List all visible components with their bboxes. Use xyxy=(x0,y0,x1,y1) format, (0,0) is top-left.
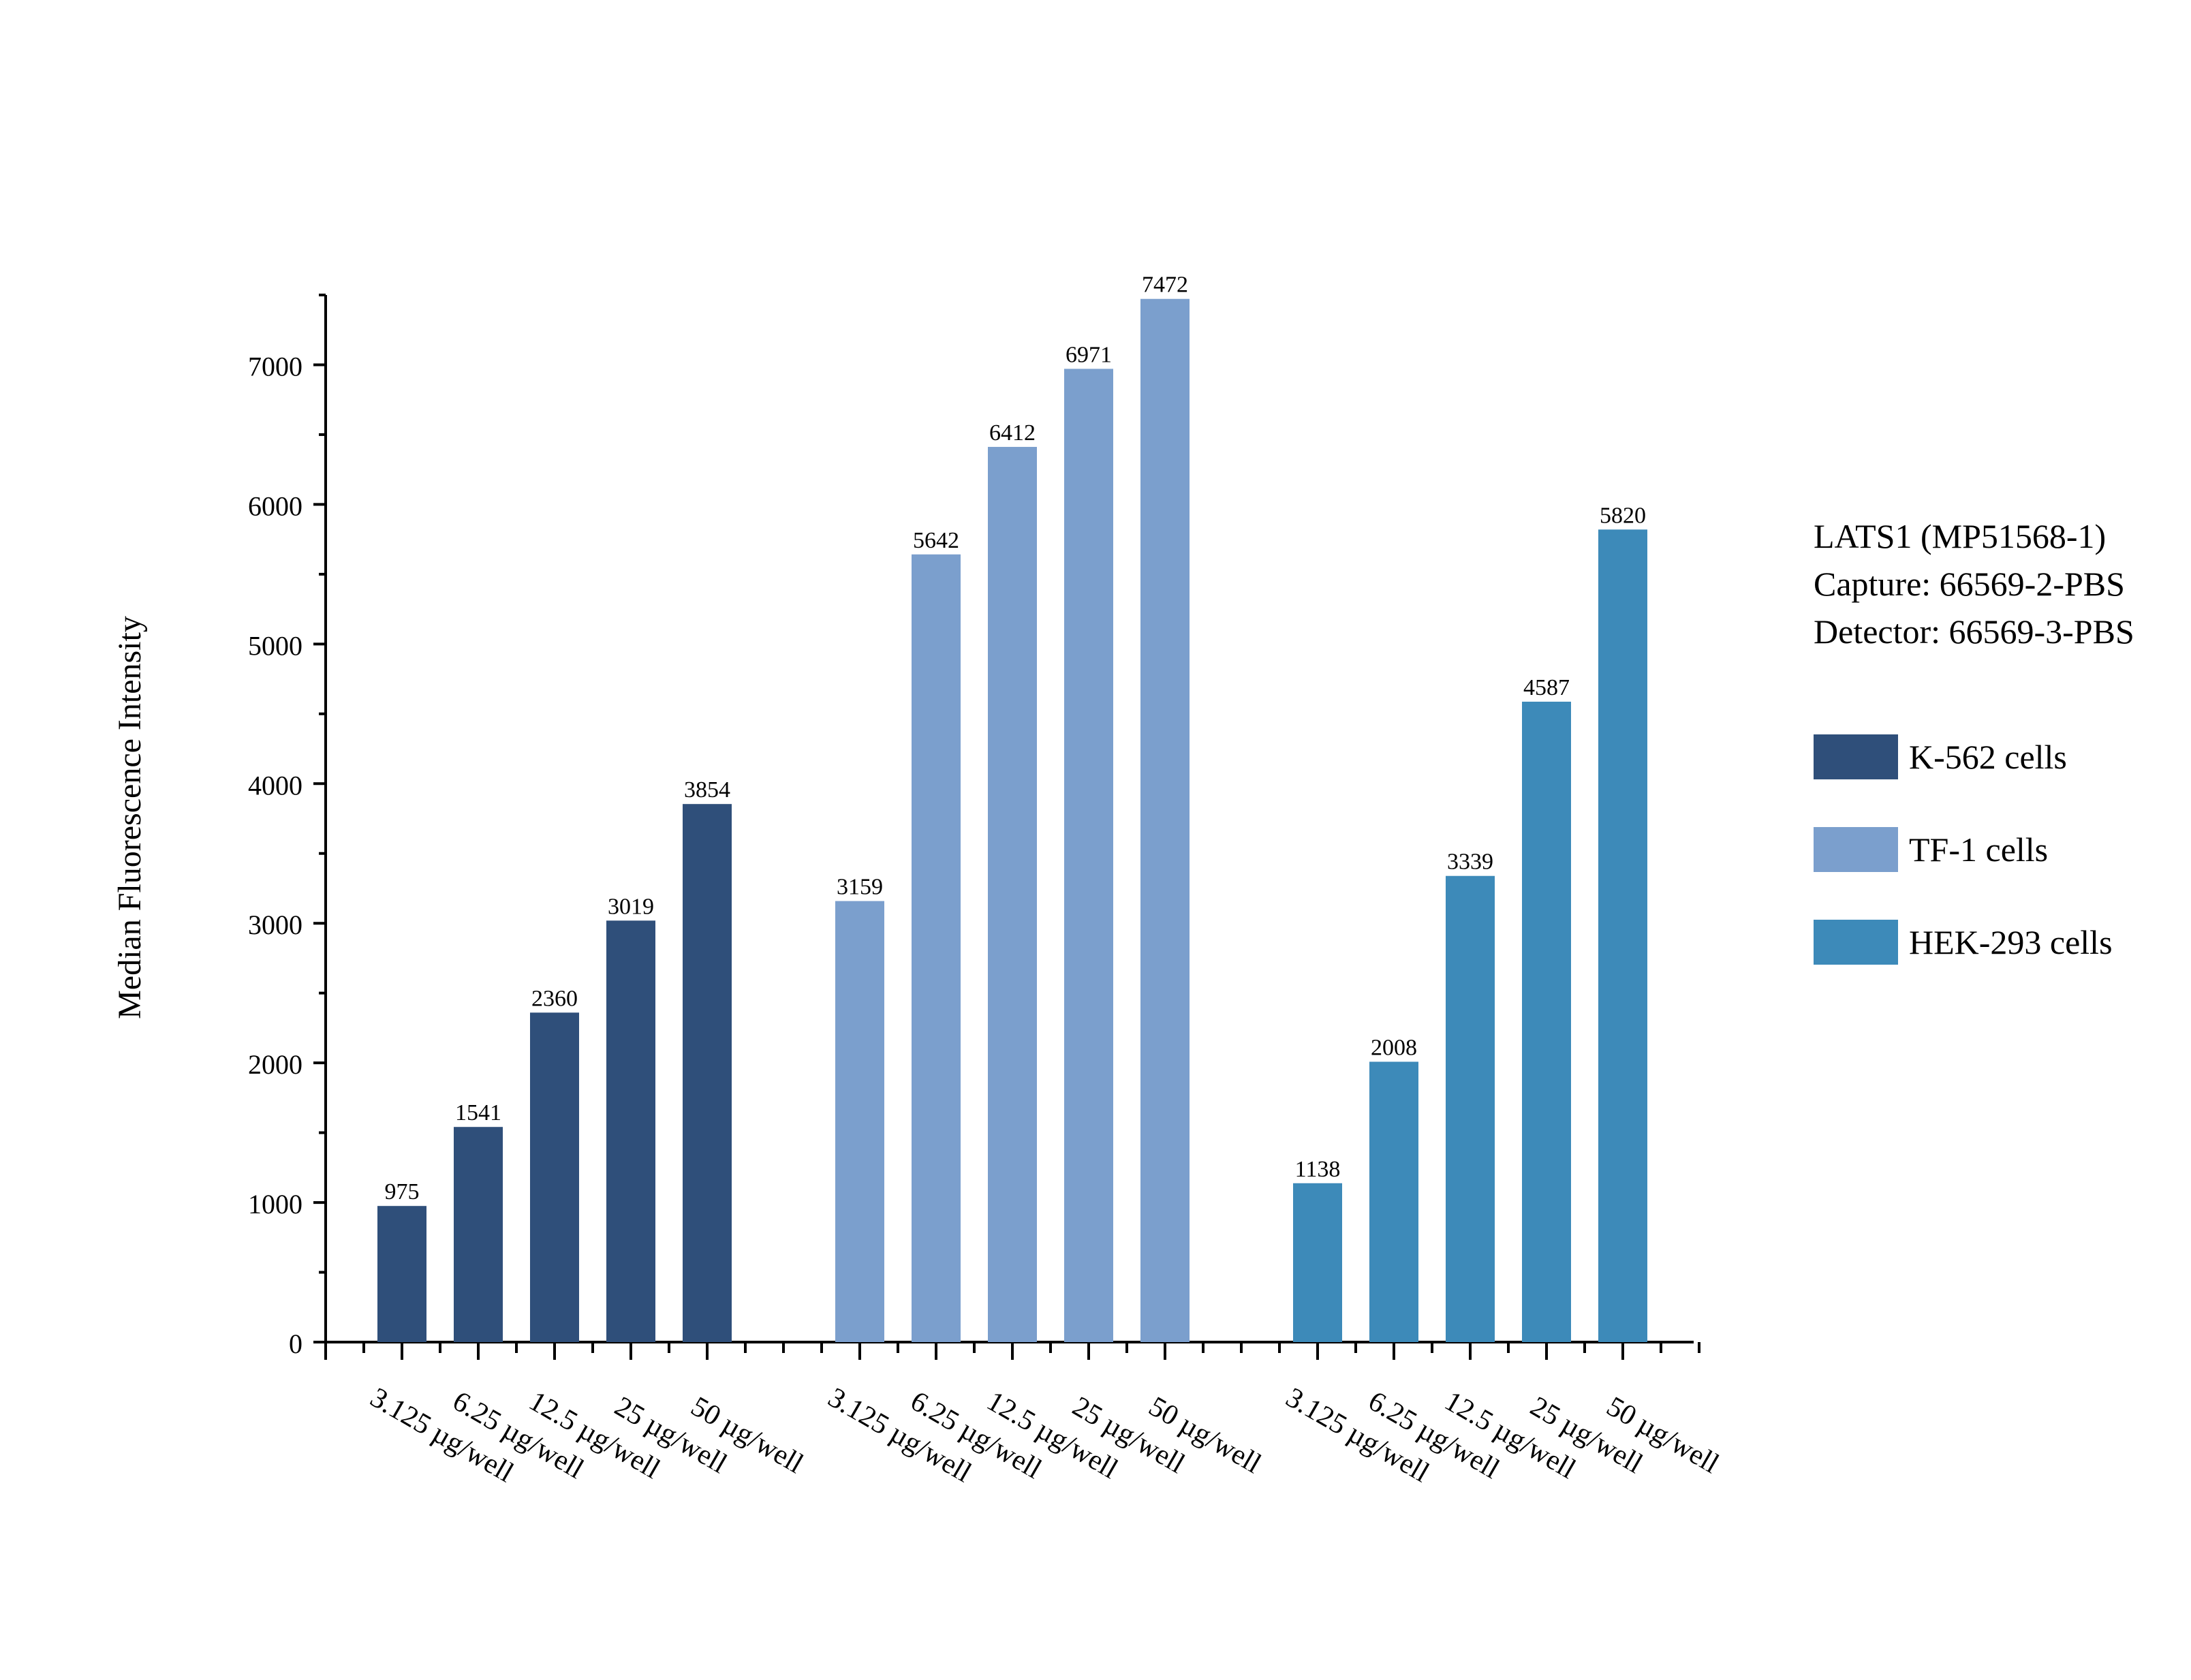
y-tick-label: 6000 xyxy=(248,491,302,521)
bar xyxy=(683,804,732,1342)
y-tick-label: 0 xyxy=(289,1328,302,1359)
bar xyxy=(377,1206,426,1342)
bar-value-label: 1541 xyxy=(455,1100,501,1125)
y-tick-label: 2000 xyxy=(248,1049,302,1080)
legend-title-line-2: Capture: 66569-2-PBS xyxy=(1814,565,2125,603)
y-tick-label: 1000 xyxy=(248,1189,302,1219)
bar xyxy=(1369,1061,1418,1342)
bar-value-label: 6412 xyxy=(989,420,1036,446)
bar xyxy=(1064,369,1113,1343)
bar-value-label: 3019 xyxy=(608,894,654,919)
bar-value-label: 5642 xyxy=(913,528,959,553)
bar xyxy=(1598,529,1647,1342)
bar-value-label: 2008 xyxy=(1371,1035,1417,1060)
bar-value-label: 3854 xyxy=(684,777,730,803)
bar-value-label: 975 xyxy=(385,1179,420,1204)
bar xyxy=(1293,1183,1342,1342)
legend-item-hek293: HEK-293 cells xyxy=(1814,920,2113,965)
y-tick-label: 3000 xyxy=(248,909,302,940)
y-tick-label: 4000 xyxy=(248,770,302,800)
legend-label-k562: K-562 cells xyxy=(1909,738,2067,776)
bar xyxy=(988,446,1037,1342)
bar xyxy=(835,901,884,1342)
y-axis-title: Median Fluorescence Intensity xyxy=(112,616,148,1019)
bar xyxy=(1140,298,1190,1342)
legend-item-k562: K-562 cells xyxy=(1814,734,2067,779)
bar-value-label: 1138 xyxy=(1295,1157,1341,1182)
bar xyxy=(912,554,961,1342)
bar xyxy=(1446,875,1495,1342)
legend-swatch-k562 xyxy=(1814,734,1898,779)
bar xyxy=(606,920,655,1342)
legend-title-line-1: LATS1 (MP51568-1) xyxy=(1814,517,2107,555)
bar xyxy=(1522,701,1571,1342)
bar-value-label: 5820 xyxy=(1600,503,1646,528)
legend-swatch-tf1 xyxy=(1814,827,1898,872)
bar-value-label: 4587 xyxy=(1523,675,1570,700)
bar xyxy=(454,1127,503,1342)
legend-swatch-hek293 xyxy=(1814,920,1898,965)
bar-value-label: 3159 xyxy=(837,875,883,900)
y-tick-label: 5000 xyxy=(248,630,302,661)
y-tick-label: 7000 xyxy=(248,351,302,382)
legend-title-line-3: Detector: 66569-3-PBS xyxy=(1814,612,2134,651)
bar-value-label: 7472 xyxy=(1142,273,1188,298)
bar-value-label: 3339 xyxy=(1447,850,1493,875)
legend-label-tf1: TF-1 cells xyxy=(1909,830,2049,869)
legend-item-tf1: TF-1 cells xyxy=(1814,827,2048,872)
bar-value-label: 2360 xyxy=(531,986,578,1011)
legend-label-hek293: HEK-293 cells xyxy=(1909,923,2113,961)
legend-title: LATS1 (MP51568-1) Capture: 66569-2-PBS D… xyxy=(1814,512,2134,655)
bar xyxy=(530,1012,579,1342)
bar-value-label: 6971 xyxy=(1066,342,1112,367)
